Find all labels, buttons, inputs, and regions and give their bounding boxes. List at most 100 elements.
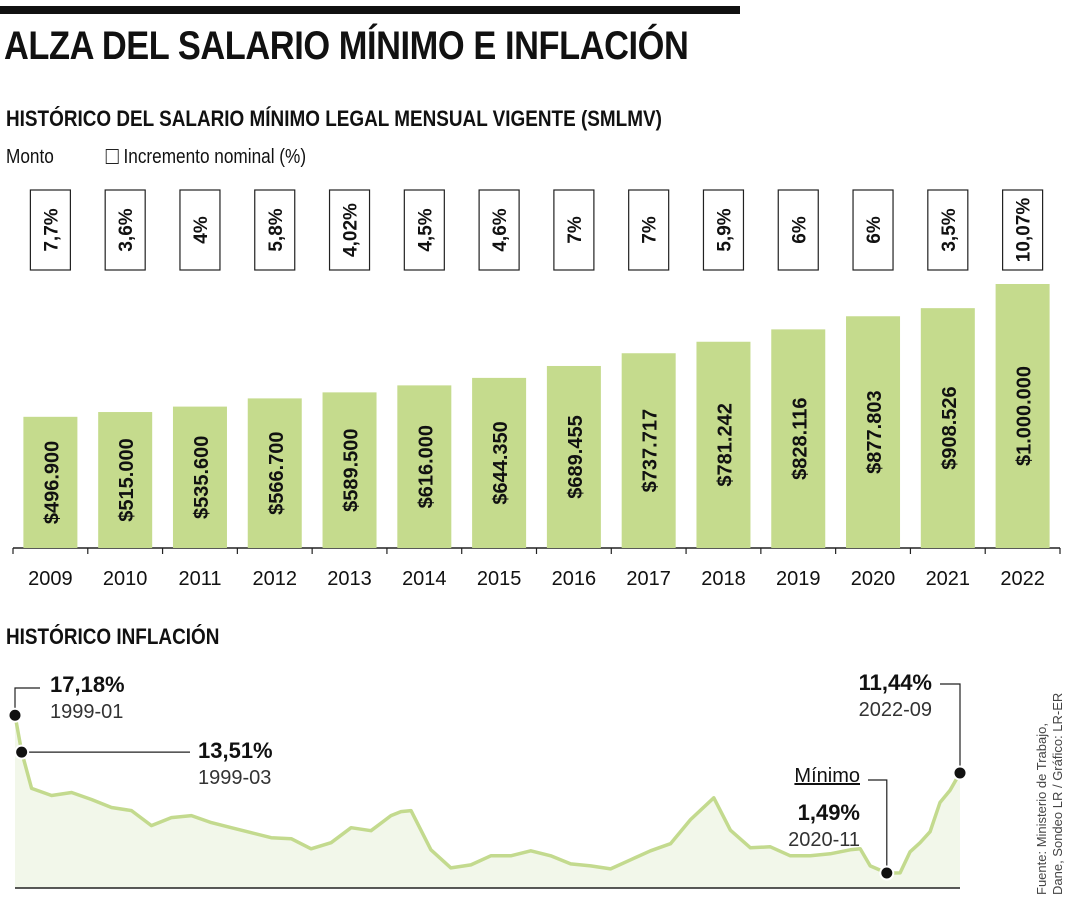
bar-value-label: $616.000 (415, 425, 437, 508)
bar-value-label: $689.455 (565, 415, 587, 498)
increment-label: 7% (640, 216, 661, 244)
increment-box (1002, 189, 1044, 271)
source-line-2: Dane, Sondeo LR / Gráfico: LR-ER (1050, 692, 1065, 895)
annotation-date: 1999-01 (50, 701, 123, 723)
x-tick-label: 2020 (851, 568, 896, 590)
salary-bar (920, 308, 975, 548)
x-tick-label: 2009 (28, 568, 73, 590)
legend-box-icon (105, 149, 119, 164)
increment-label: 10,07% (1014, 198, 1035, 263)
salary-bar (995, 284, 1050, 548)
x-tick-label: 2017 (626, 568, 671, 590)
x-tick-label: 2016 (552, 568, 597, 590)
increment-box (29, 189, 71, 271)
annotation-marker (14, 744, 30, 760)
annotation-value: 13,51% (198, 738, 273, 763)
x-tick-label: 2019 (776, 568, 821, 590)
bar-value-label: $877.803 (864, 390, 886, 473)
x-tick-label: 2021 (926, 568, 971, 590)
x-tick-label: 2011 (178, 568, 221, 590)
bar-value-label: $908.526 (939, 386, 961, 469)
legend-increment-label: Incremento nominal (%) (123, 146, 307, 168)
increment-box (927, 189, 969, 271)
bar-value-label: $828.116 (789, 398, 811, 480)
increment-box (104, 189, 146, 271)
salary-bar-chart: 7,7% $496.900 2009 3,6% $515.000 2010 4% $535.6… (12, 189, 1061, 590)
legend-amount-label: Monto (6, 146, 54, 168)
bar-value-label: $535.600 (191, 436, 213, 519)
inflation-area (15, 715, 960, 888)
annotation-value: 11,44% (859, 670, 932, 695)
x-tick-label: 2018 (701, 568, 746, 590)
x-tick-label: 2015 (477, 568, 522, 590)
salary-bar (546, 365, 601, 548)
salary-bar (172, 406, 227, 548)
annotation-leader (940, 683, 961, 773)
salary-chart-subtitle: HISTÓRICO DEL SALARIO MÍNIMO LEGAL MENSU… (6, 106, 662, 131)
annotation-marker (7, 707, 23, 723)
salary-bar (23, 416, 78, 548)
increment-box (628, 189, 670, 271)
bar-value-label: $496.900 (41, 441, 63, 524)
bar-value-label: $1.000.000 (1014, 366, 1036, 466)
inflation-line-chart: 17,18% 1999-01 13,51% 1999-03 Mínimo 1,49% 202… (7, 670, 968, 889)
bar-value-label: $566.700 (266, 431, 288, 514)
x-tick-label: 2013 (327, 568, 372, 590)
increment-label: 6% (864, 216, 885, 244)
increment-label: 4,02% (341, 203, 362, 257)
annotation-value: 1,49% (798, 800, 860, 825)
increment-label: 7% (565, 216, 586, 244)
x-tick-label: 2012 (253, 568, 298, 590)
x-tick-label: 2014 (402, 568, 447, 590)
bar-value-label: $781.242 (714, 403, 736, 486)
inflation-line (13, 714, 962, 875)
increment-box (702, 189, 745, 271)
increment-label: 7,7% (41, 208, 62, 251)
source-note: Fuente: Ministerio de Trabajo, Dane, Son… (1034, 693, 1066, 895)
annotation-marker (879, 865, 895, 881)
salary-bar (771, 329, 826, 548)
increment-label: 3,6% (116, 208, 137, 251)
increment-box (328, 189, 371, 271)
inflation-chart-title: HISTÓRICO INFLACIÓN (6, 624, 220, 649)
increment-label: 4% (191, 216, 212, 244)
top-rule (0, 6, 740, 14)
increment-box (478, 189, 520, 271)
increment-label: 6% (789, 216, 810, 244)
annotation-value: 17,18% (50, 672, 125, 697)
annotation-date: 2020-11 (788, 829, 860, 851)
increment-label: 3,5% (939, 208, 960, 251)
annotation-marker (952, 765, 968, 781)
annotation-leader (14, 687, 40, 716)
x-tick-label: 2010 (103, 568, 148, 590)
increment-label: 4,5% (415, 208, 436, 251)
increment-label: 5,9% (714, 208, 735, 251)
increment-box (403, 189, 445, 271)
salary-bar (322, 392, 377, 548)
annotation-date: 2022-09 (859, 699, 932, 721)
salary-bar (846, 316, 901, 548)
annotation-leader (868, 779, 888, 874)
source-line-1: Fuente: Ministerio de Trabajo, (1034, 723, 1049, 895)
annotation-date: 1999-03 (198, 767, 271, 789)
x-tick-label: 2022 (1000, 568, 1045, 590)
salary-legend: Monto Incremento nominal (%) (6, 146, 306, 169)
salary-bar (621, 353, 676, 548)
increment-box (852, 189, 894, 271)
increment-box (254, 189, 296, 271)
page-title: ALZA DEL SALARIO MÍNIMO E INFLACIÓN (4, 24, 689, 68)
salary-bar (98, 412, 153, 548)
bar-value-label: $644.350 (490, 421, 512, 504)
bar-value-label: $737.717 (640, 409, 662, 492)
bar-value-label: $515.000 (116, 438, 138, 521)
annotation-note: Mínimo (794, 765, 860, 787)
bar-value-label: $589.500 (341, 428, 363, 511)
increment-box (553, 189, 595, 271)
increment-label: 4,6% (490, 208, 511, 251)
salary-bar (696, 341, 751, 548)
salary-bar (472, 377, 527, 548)
increment-box (777, 189, 819, 271)
increment-label: 5,8% (266, 208, 287, 251)
salary-bar (247, 398, 302, 548)
salary-bar (397, 385, 452, 548)
